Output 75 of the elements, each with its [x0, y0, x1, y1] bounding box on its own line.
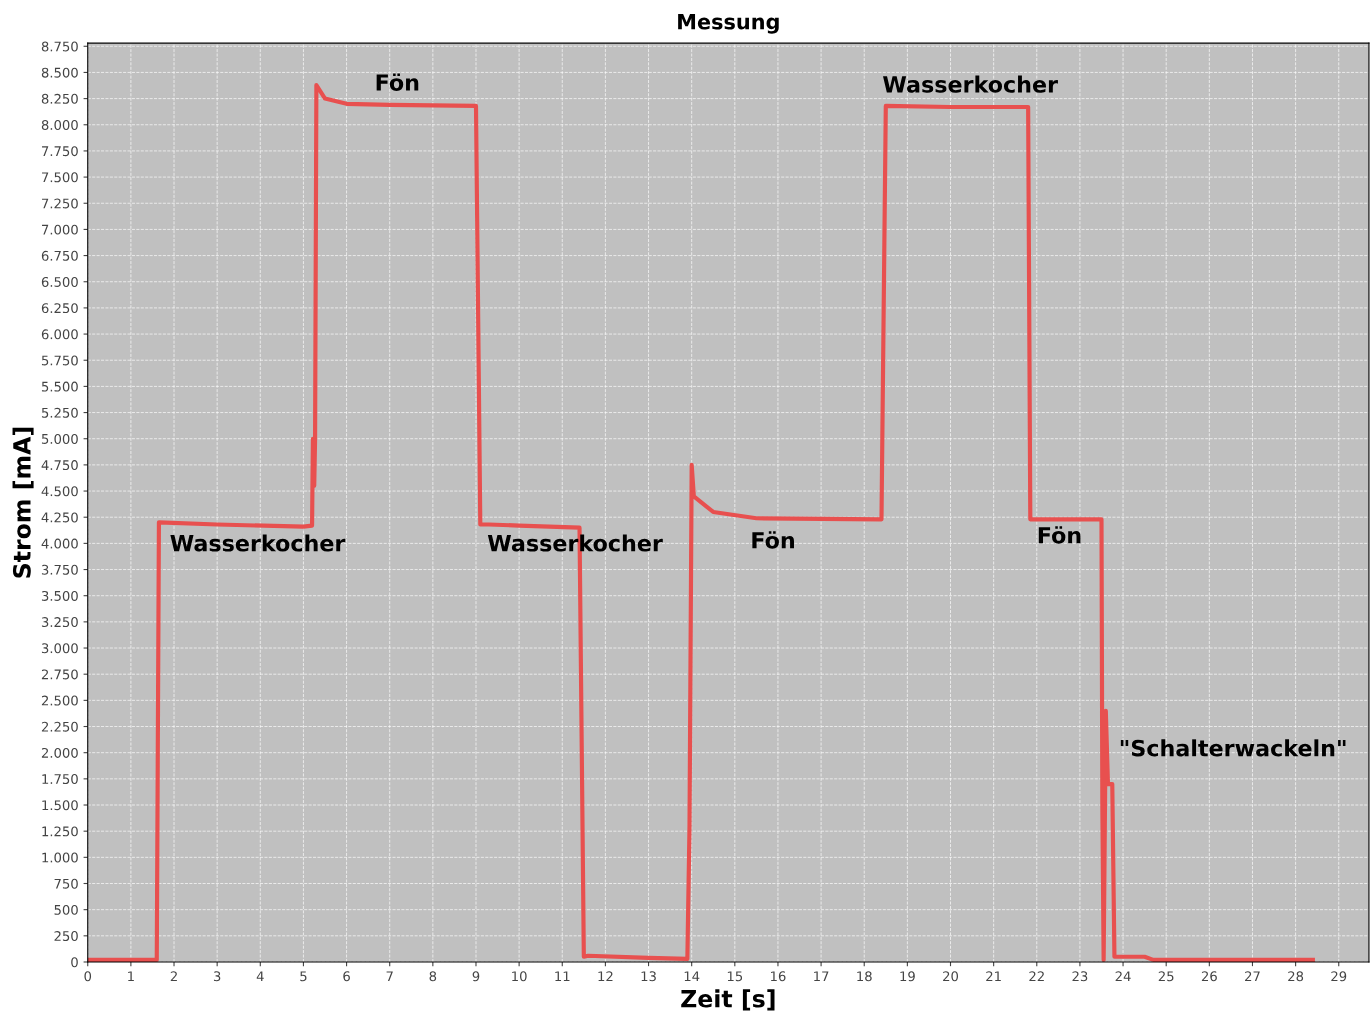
x-tick-label: 24	[1115, 971, 1131, 982]
x-tick-label: 4	[256, 971, 264, 982]
x-tick-label: 18	[857, 971, 872, 982]
x-axis-title: Zeit [s]	[681, 989, 775, 1011]
y-tick-label: 1.500	[42, 800, 78, 811]
y-tick-label: 3.750	[41, 564, 78, 575]
y-tick-label: 1.000	[42, 852, 78, 863]
y-tick-label: 8.750	[41, 41, 78, 52]
x-tick-label: 11	[555, 971, 570, 982]
annotation: Wasserkocher	[170, 534, 346, 552]
x-tick-label: 14	[684, 971, 700, 982]
y-tick-label: 5.500	[41, 381, 78, 392]
annotation: Fön	[376, 73, 419, 91]
x-tick-label: 23	[1072, 971, 1088, 982]
x-tick-label: 27	[1245, 971, 1260, 982]
x-tick-label: 22	[1029, 971, 1044, 982]
y-tick-label: 4.000	[41, 538, 78, 549]
y-tick-label: 2.750	[41, 669, 78, 680]
x-tick-label: 16	[771, 971, 786, 982]
x-tick-label: 28	[1288, 971, 1304, 982]
y-tick-label: 8.250	[41, 93, 78, 104]
y-tick-label: 7.250	[42, 198, 78, 209]
y-tick-label: 4.750	[41, 460, 78, 471]
x-tick-label: 8	[429, 971, 437, 982]
x-tick-label: 26	[1201, 971, 1217, 982]
annotation: "Schalterwackeln"	[1120, 739, 1346, 757]
annotation: Fön	[752, 531, 794, 549]
annotation: Wasserkocher	[883, 75, 1058, 93]
x-tick-label: 7	[386, 971, 393, 982]
x-tick-label: 6	[343, 971, 350, 982]
x-tick-label: 25	[1158, 971, 1174, 982]
y-tick-label: 2.500	[41, 695, 78, 706]
x-tick-label: 0	[84, 971, 92, 982]
x-tick-label: 19	[900, 971, 915, 982]
x-tick-label: 15	[727, 971, 743, 982]
y-tick-label: 8.000	[41, 119, 78, 130]
annotation: Fön	[1038, 526, 1081, 544]
x-tick-label: 5	[300, 971, 307, 982]
x-tick-label: 17	[814, 971, 829, 982]
y-tick-label: 4.500	[41, 486, 78, 497]
y-tick-label: 750	[54, 878, 78, 889]
x-tick-label: 10	[512, 971, 527, 982]
y-tick-label: 8.500	[41, 67, 78, 78]
x-tick-label: 12	[598, 971, 613, 982]
y-tick-label: 6.000	[41, 329, 78, 340]
y-tick-label: 3.000	[41, 643, 78, 654]
y-tick-label: 6.750	[41, 250, 78, 261]
x-tick-label: 13	[641, 971, 656, 982]
x-tick-label: 2	[170, 971, 177, 982]
y-tick-label: 1.250	[42, 826, 78, 837]
y-tick-label: 5.000	[41, 433, 78, 444]
y-tick-label: 500	[54, 904, 78, 915]
y-tick-label: 5.250	[41, 407, 78, 418]
y-tick-label: 7.000	[42, 224, 78, 235]
y-tick-label: 6.250	[41, 303, 78, 314]
x-tick-label: 1	[128, 971, 134, 982]
y-tick-label: 6.500	[41, 276, 78, 287]
x-tick-label: 3	[213, 971, 221, 982]
y-tick-label: 3.250	[41, 617, 78, 628]
x-tick-label: 21	[986, 971, 1001, 982]
x-tick-label: 9	[472, 971, 480, 982]
y-tick-label: 3.500	[41, 590, 78, 601]
y-tick-label: 2.000	[41, 747, 78, 758]
y-tick-label: 4.250	[41, 512, 78, 523]
y-tick-label: 1.750	[42, 774, 78, 785]
x-tick-label: 29	[1331, 971, 1347, 982]
y-tick-label: 2.250	[41, 721, 78, 732]
y-tick-label: 0	[71, 957, 78, 968]
x-tick-label: 20	[943, 971, 959, 982]
y-tick-label: 7.750	[42, 146, 78, 157]
y-tick-label: 5.750	[41, 355, 78, 366]
chart-title: Messung	[678, 14, 779, 34]
y-axis-title: Strom [mA]	[12, 427, 34, 578]
y-tick-label: 7.500	[42, 172, 78, 183]
y-tick-label: 250	[54, 931, 78, 942]
